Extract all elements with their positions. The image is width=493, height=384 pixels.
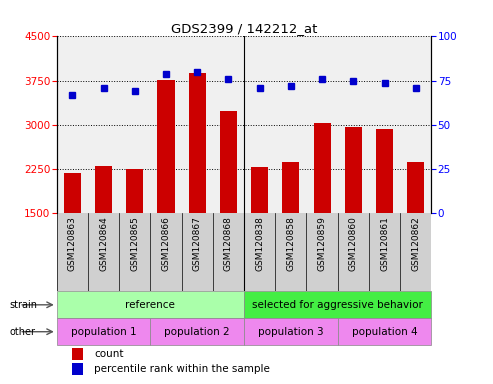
Text: population 4: population 4 <box>352 327 418 337</box>
Bar <box>338 318 431 345</box>
Bar <box>251 167 268 214</box>
Bar <box>189 73 206 214</box>
Bar <box>407 162 424 214</box>
Bar <box>57 318 150 345</box>
Text: GSM120859: GSM120859 <box>317 216 326 271</box>
Bar <box>244 291 431 318</box>
Text: GSM120838: GSM120838 <box>255 216 264 271</box>
Text: count: count <box>94 349 124 359</box>
Bar <box>314 122 331 214</box>
Bar <box>282 162 299 214</box>
Text: GSM120858: GSM120858 <box>286 216 295 271</box>
Text: GSM120867: GSM120867 <box>193 216 202 271</box>
Text: GSM120863: GSM120863 <box>68 216 77 271</box>
Text: GSM120862: GSM120862 <box>411 216 420 271</box>
Text: population 1: population 1 <box>70 327 137 337</box>
Bar <box>71 363 83 375</box>
Text: GSM120865: GSM120865 <box>130 216 139 271</box>
Bar <box>376 129 393 214</box>
Bar <box>71 348 83 360</box>
Bar <box>95 166 112 214</box>
Text: selected for aggressive behavior: selected for aggressive behavior <box>252 300 423 310</box>
Text: other: other <box>10 327 36 337</box>
Bar <box>220 111 237 214</box>
Bar <box>157 80 175 214</box>
Text: GSM120860: GSM120860 <box>349 216 358 271</box>
Text: population 3: population 3 <box>258 327 324 337</box>
Text: GSM120864: GSM120864 <box>99 216 108 271</box>
Bar <box>150 318 244 345</box>
Text: strain: strain <box>10 300 38 310</box>
Title: GDS2399 / 142212_at: GDS2399 / 142212_at <box>171 22 317 35</box>
Text: GSM120866: GSM120866 <box>162 216 171 271</box>
Bar <box>345 127 362 214</box>
Text: GSM120861: GSM120861 <box>380 216 389 271</box>
Bar <box>64 173 81 214</box>
Text: GSM120868: GSM120868 <box>224 216 233 271</box>
Text: reference: reference <box>125 300 176 310</box>
Text: percentile rank within the sample: percentile rank within the sample <box>94 364 270 374</box>
Bar <box>244 318 338 345</box>
Bar <box>126 169 143 214</box>
Bar <box>57 291 244 318</box>
Text: population 2: population 2 <box>164 327 230 337</box>
